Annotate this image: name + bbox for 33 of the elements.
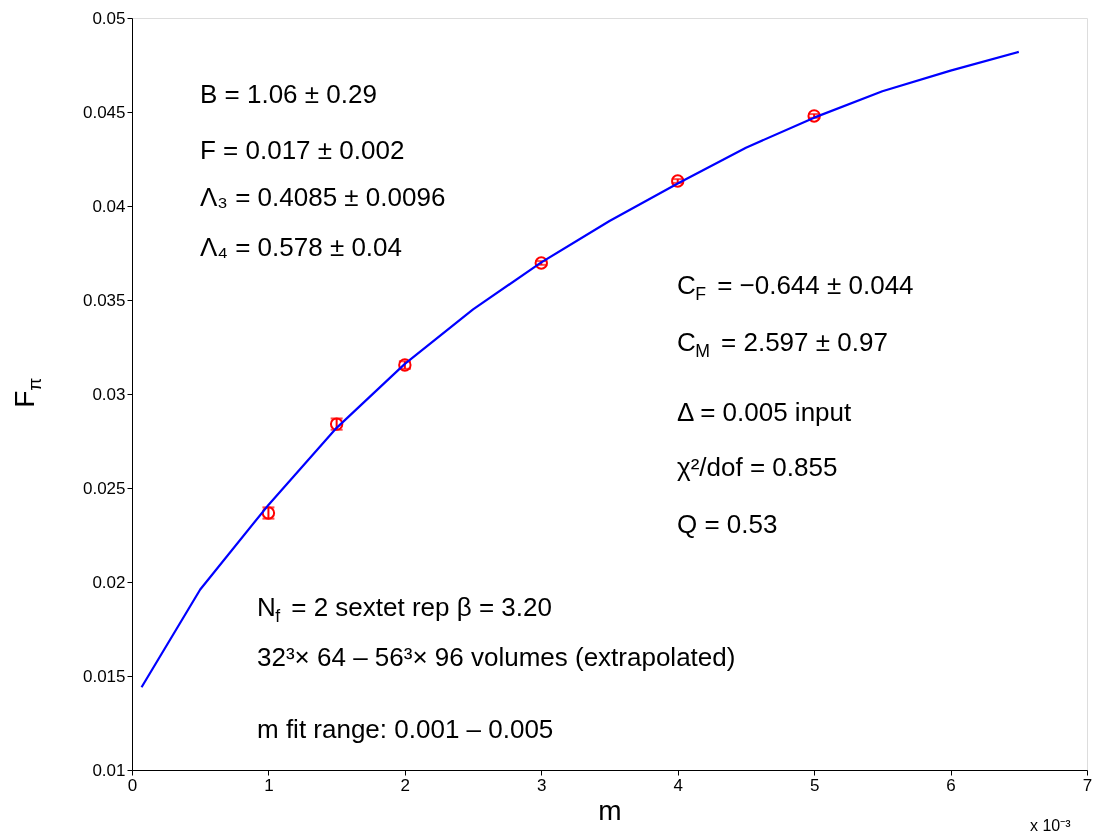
annotation: Λ₃ = 0.4085 ± 0.0096 xyxy=(200,182,446,212)
y-tick-label: 0.045 xyxy=(82,102,126,122)
y-tick-label: 0.025 xyxy=(82,478,126,498)
annotation: χ²/dof = 0.855 xyxy=(677,452,838,482)
annotation: Δ = 0.005 input xyxy=(677,397,853,427)
x-axis-title: m xyxy=(598,794,622,826)
x-tick-label: 5 xyxy=(809,775,820,795)
point xyxy=(534,256,548,270)
y-tick-label: 0.05 xyxy=(92,8,126,28)
x-tick-label: 1 xyxy=(264,775,274,795)
annotation: Q = 0.53 xyxy=(677,509,778,539)
annotation: Λ₄ = 0.578 ± 0.04 xyxy=(200,232,402,262)
y-tick-label: 0.04 xyxy=(92,196,126,216)
text: x 10⁻³ xyxy=(1030,817,1072,832)
y-tick-label: 0.03 xyxy=(92,384,126,404)
y-tick-label: 0.01 xyxy=(92,760,126,780)
annotation: m fit range: 0.001 – 0.005 xyxy=(257,714,554,744)
point xyxy=(671,174,685,188)
point xyxy=(807,109,821,123)
y-axis-title: Fπ xyxy=(9,377,46,408)
y-tick-label: 0.035 xyxy=(82,290,126,310)
x-tick-label: 7 xyxy=(1082,775,1093,795)
y-tick-label: 0.02 xyxy=(92,572,126,592)
x-tick-label: 4 xyxy=(673,775,683,795)
x-tick-label: 6 xyxy=(946,775,956,795)
x-tick-label: 2 xyxy=(400,775,411,795)
y-tick-label: 0.015 xyxy=(82,666,126,686)
annotation: B = 1.06 ± 0.29 xyxy=(200,79,377,109)
line-series xyxy=(140,50,1020,689)
annotation: F = 0.017 ± 0.002 xyxy=(200,135,405,165)
x-tick-label: 0 xyxy=(127,775,138,795)
annotation: 32³× 64 – 56³× 96 volumes (extrapolated) xyxy=(257,642,736,672)
x-tick-label: 3 xyxy=(537,775,547,795)
